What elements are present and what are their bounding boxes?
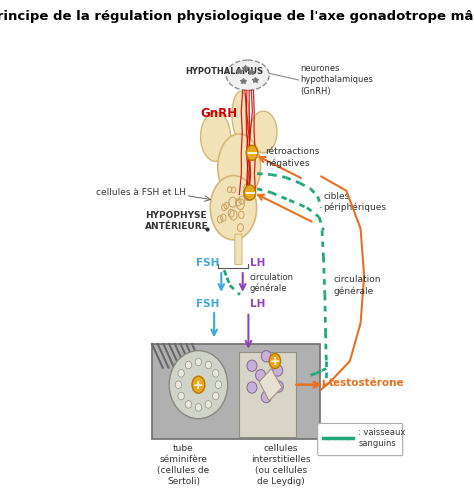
- Text: −: −: [246, 146, 258, 161]
- Text: neurones
hypothalamiques
(GnRH): neurones hypothalamiques (GnRH): [300, 64, 373, 96]
- Text: circulation
générale: circulation générale: [250, 273, 294, 294]
- Ellipse shape: [226, 60, 269, 90]
- Text: circulation
générale: circulation générale: [333, 275, 381, 296]
- Ellipse shape: [212, 392, 219, 400]
- Ellipse shape: [247, 360, 257, 371]
- Ellipse shape: [185, 401, 191, 408]
- Ellipse shape: [205, 361, 212, 369]
- Text: cellules
interstitielles
(ou cellules
de Leydig): cellules interstitielles (ou cellules de…: [251, 444, 310, 486]
- Text: LH: LH: [250, 258, 265, 268]
- Circle shape: [192, 376, 205, 393]
- Text: LH: LH: [250, 299, 265, 309]
- Ellipse shape: [250, 111, 277, 153]
- Ellipse shape: [232, 91, 249, 138]
- Ellipse shape: [215, 381, 222, 388]
- Ellipse shape: [175, 381, 182, 388]
- Text: Principe de la régulation physiologique de l'axe gonadotrope mâle: Principe de la régulation physiologique …: [0, 10, 474, 23]
- Ellipse shape: [195, 404, 201, 411]
- Ellipse shape: [178, 392, 184, 400]
- Ellipse shape: [218, 134, 261, 200]
- Text: tube
séminifère
(cellules de
Sertoli): tube séminifère (cellules de Sertoli): [157, 444, 210, 486]
- Ellipse shape: [247, 382, 257, 393]
- Text: +: +: [193, 379, 204, 392]
- Text: HYPOTHALAMUS: HYPOTHALAMUS: [185, 67, 263, 76]
- Text: cellules à FSH et LH: cellules à FSH et LH: [96, 188, 186, 197]
- Text: : vaisseaux
sanguins: : vaisseaux sanguins: [358, 428, 406, 448]
- Ellipse shape: [205, 401, 212, 408]
- Text: FSH: FSH: [196, 299, 219, 309]
- Ellipse shape: [169, 351, 228, 419]
- Text: testostérone: testostérone: [328, 378, 404, 388]
- Polygon shape: [239, 352, 296, 436]
- Polygon shape: [259, 369, 282, 401]
- Ellipse shape: [195, 358, 201, 366]
- Ellipse shape: [255, 370, 265, 381]
- Text: rétroactions
négatives: rétroactions négatives: [265, 147, 319, 168]
- FancyBboxPatch shape: [318, 423, 403, 456]
- Text: HYPOPHYSE
ANTÉRIEURE: HYPOPHYSE ANTÉRIEURE: [145, 211, 209, 231]
- Text: GnRH: GnRH: [201, 107, 237, 120]
- Ellipse shape: [261, 391, 271, 403]
- FancyBboxPatch shape: [152, 344, 320, 438]
- Ellipse shape: [261, 351, 271, 362]
- Ellipse shape: [185, 361, 191, 369]
- Circle shape: [244, 185, 255, 200]
- Ellipse shape: [273, 365, 283, 376]
- Ellipse shape: [273, 381, 283, 392]
- Text: FSH: FSH: [196, 258, 219, 268]
- Text: +: +: [270, 355, 280, 368]
- Ellipse shape: [210, 175, 256, 240]
- Circle shape: [246, 145, 258, 161]
- Ellipse shape: [201, 112, 230, 162]
- FancyBboxPatch shape: [235, 234, 242, 265]
- Circle shape: [269, 354, 281, 369]
- Text: −: −: [244, 186, 256, 201]
- Ellipse shape: [212, 370, 219, 377]
- Text: cibles
périphériques: cibles périphériques: [323, 191, 386, 213]
- Ellipse shape: [178, 370, 184, 377]
